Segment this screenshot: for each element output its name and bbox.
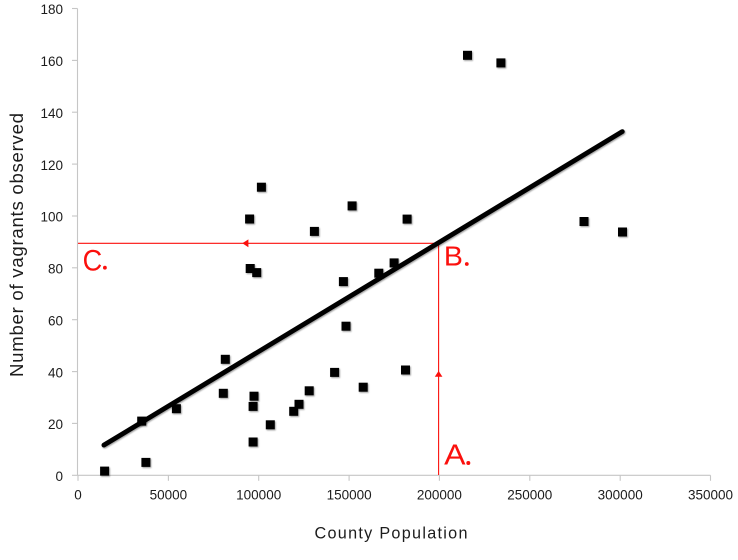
svg-text:County Population: County Population <box>315 525 468 543</box>
svg-text:200000: 200000 <box>417 488 462 503</box>
svg-text:100000: 100000 <box>236 488 281 503</box>
svg-text:180: 180 <box>40 2 63 17</box>
svg-text:140: 140 <box>40 106 63 121</box>
svg-text:120: 120 <box>40 158 63 173</box>
svg-text:0: 0 <box>74 488 82 503</box>
svg-text:250000: 250000 <box>507 488 552 503</box>
svg-text:300000: 300000 <box>598 488 643 503</box>
svg-text:Number of vagrants observed: Number of vagrants observed <box>6 113 27 377</box>
svg-text:150000: 150000 <box>327 488 372 503</box>
svg-text:A: A <box>444 438 466 470</box>
svg-text:50000: 50000 <box>150 488 188 503</box>
svg-text:C: C <box>83 244 103 277</box>
svg-text:160: 160 <box>40 54 63 69</box>
svg-text:0: 0 <box>55 469 63 484</box>
svg-text:B: B <box>444 241 463 272</box>
svg-text:100: 100 <box>40 210 63 225</box>
svg-text:40: 40 <box>48 365 63 380</box>
svg-text:20: 20 <box>48 417 63 432</box>
svg-text:80: 80 <box>48 262 63 277</box>
svg-text:350000: 350000 <box>688 488 733 503</box>
svg-text:60: 60 <box>48 313 63 328</box>
